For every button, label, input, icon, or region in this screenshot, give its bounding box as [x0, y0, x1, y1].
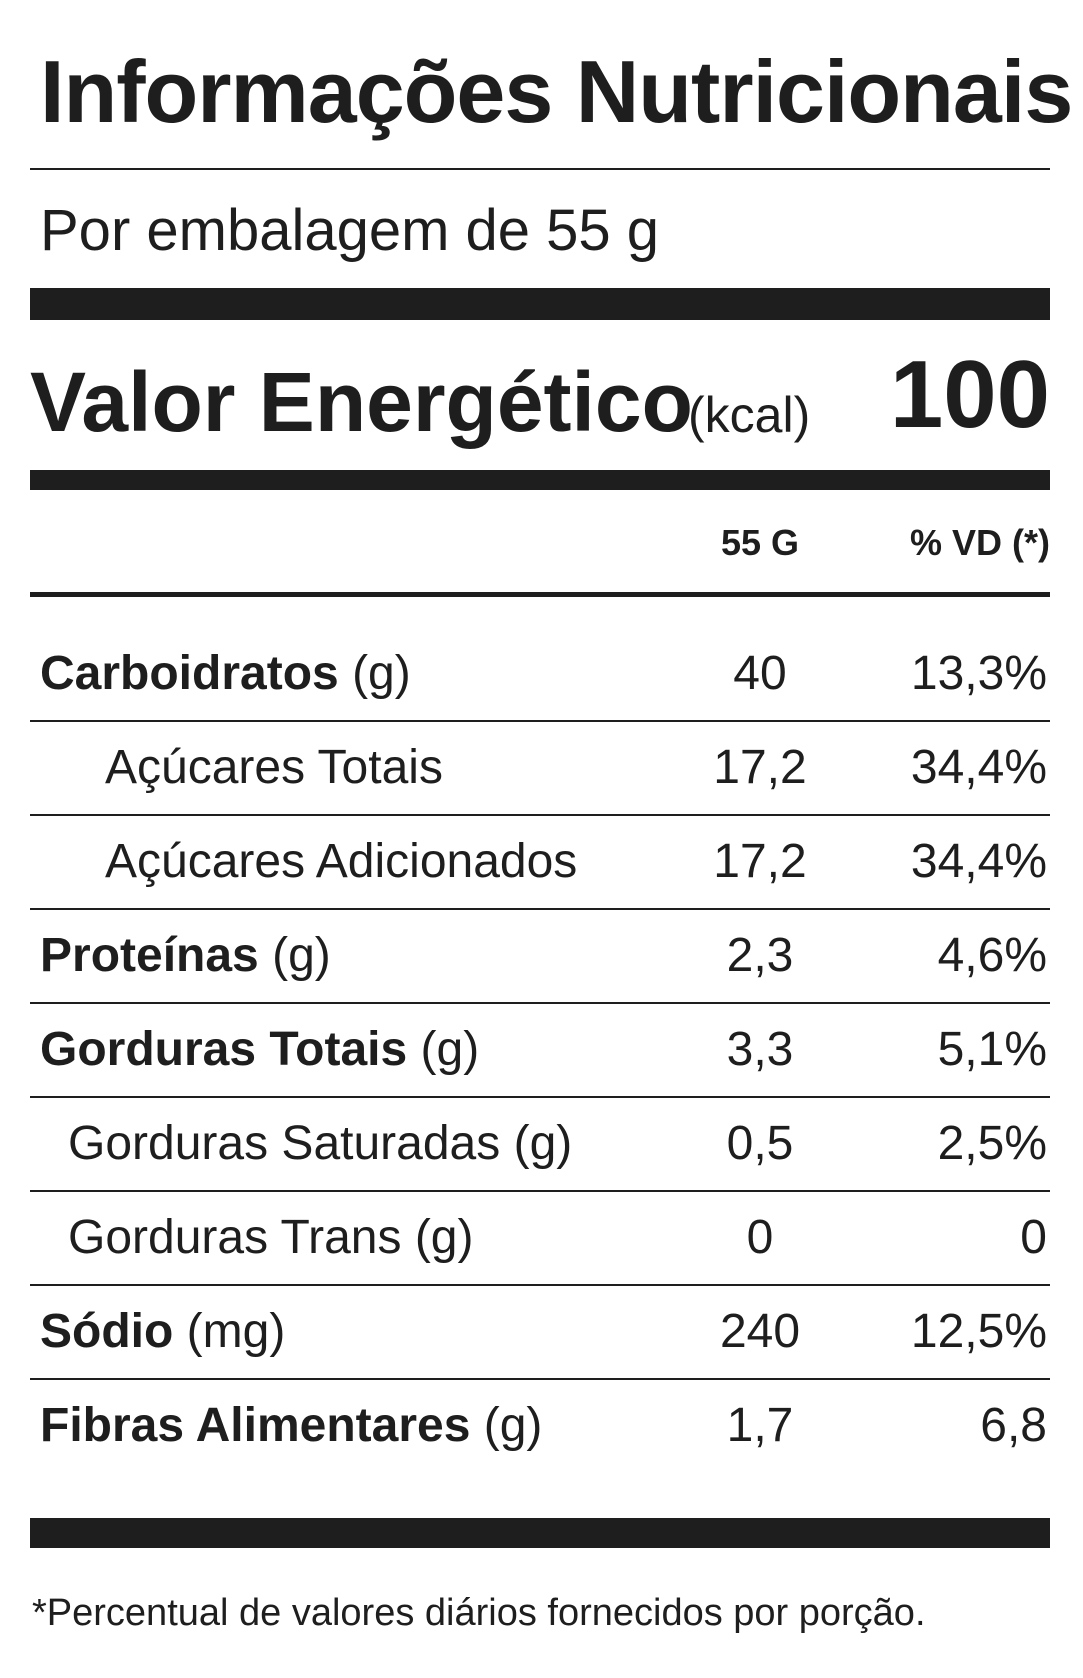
row-divider: [30, 814, 1050, 816]
nutrient-dv: 5,1%: [937, 1023, 1047, 1076]
label-title: Informações Nutricionais: [40, 42, 1073, 141]
nutrient-dv: 2,5%: [937, 1117, 1047, 1170]
nutrient-label: Carboidratos: [40, 647, 339, 700]
nutrient-row-acucares-adicionados: Açúcares Adicionados 17,2 34,4%: [30, 814, 1050, 910]
nutrient-unit: (g): [483, 1399, 543, 1452]
nutrient-unit: (g): [513, 1117, 573, 1170]
nutrient-unit: (g): [420, 1023, 480, 1076]
nutrient-amount: 0,5: [726, 1117, 794, 1170]
nutrient-name: Gorduras Trans (g): [68, 1190, 473, 1285]
nutrient-dv: 0: [1020, 1211, 1047, 1264]
energy-value: 100: [889, 341, 1050, 448]
nutrient-label: Gorduras Totais: [40, 1023, 408, 1076]
nutrient-amount: 17,2: [713, 835, 807, 888]
serving-size: Por embalagem de 55 g: [40, 198, 660, 263]
nutrient-label: Sódio: [40, 1305, 174, 1358]
nutrient-row-sodio: Sódio (mg) 240 12,5%: [30, 1284, 1050, 1380]
nutrient-name: Gorduras Saturadas (g): [68, 1096, 572, 1191]
title-divider: [30, 168, 1050, 170]
row-divider: [30, 908, 1050, 910]
nutrient-name: Carboidratos (g): [40, 626, 411, 721]
row-divider: [30, 1378, 1050, 1380]
row-divider: [30, 1284, 1050, 1286]
nutrient-row-acucares-totais: Açúcares Totais 17,2 34,4%: [30, 720, 1050, 816]
footer-divider: [30, 1518, 1050, 1548]
nutrient-dv: 4,6%: [937, 929, 1047, 982]
nutrient-dv: 6,8: [980, 1399, 1047, 1452]
row-divider: [30, 1002, 1050, 1004]
nutrient-name: Açúcares Totais: [105, 720, 443, 815]
nutrient-amount: 2,3: [726, 929, 794, 982]
nutrient-amount: 17,2: [713, 741, 807, 794]
nutrient-amount: 40: [733, 647, 787, 700]
serving-divider: [30, 288, 1050, 320]
nutrient-name: Proteínas (g): [40, 908, 331, 1003]
dv-column-header: % VD (*): [909, 522, 1050, 563]
nutrient-row-carboidratos: Carboidratos (g) 40 13,3%: [30, 626, 1050, 722]
nutrient-name: Açúcares Adicionados: [105, 814, 577, 909]
nutrient-amount: 3,3: [726, 1023, 794, 1076]
nutrient-name: Gorduras Totais (g): [40, 1002, 479, 1097]
nutrient-row-proteinas: Proteínas (g) 2,3 4,6%: [30, 908, 1050, 1004]
nutrient-row-gorduras-saturadas: Gorduras Saturadas (g) 0,5 2,5%: [30, 1096, 1050, 1192]
nutrient-label: Proteínas: [40, 929, 259, 982]
energy-unit: (kcal): [688, 387, 811, 443]
nutrient-row-fibras-alimentares: Fibras Alimentares (g) 1,7 6,8: [30, 1378, 1050, 1473]
nutrient-label: Açúcares Totais: [105, 741, 443, 794]
nutrient-dv: 34,4%: [910, 835, 1047, 888]
nutrient-amount: 240: [719, 1305, 801, 1358]
nutrient-label: Gorduras Saturadas: [68, 1117, 501, 1170]
row-divider: [30, 720, 1050, 722]
nutrient-amount: 0: [746, 1211, 774, 1264]
nutrient-unit: (g): [272, 929, 331, 982]
nutrient-amount: 1,7: [726, 1399, 794, 1452]
header-divider: [30, 592, 1050, 597]
energy-divider: [30, 470, 1050, 490]
nutrient-dv: 12,5%: [910, 1305, 1047, 1358]
row-divider: [30, 1096, 1050, 1098]
nutrient-row-gorduras-totais: Gorduras Totais (g) 3,3 5,1%: [30, 1002, 1050, 1098]
nutrient-name: Fibras Alimentares (g): [40, 1378, 542, 1473]
nutrient-unit: (mg): [186, 1305, 286, 1358]
nutrient-unit: (g): [414, 1211, 474, 1264]
footnote: *Percentual de valores diários fornecido…: [32, 1592, 926, 1634]
nutrient-label: Fibras Alimentares: [40, 1399, 471, 1452]
row-divider: [30, 1190, 1050, 1192]
energy-label: Valor Energético: [30, 355, 693, 449]
nutrient-dv: 34,4%: [910, 741, 1047, 794]
nutrient-unit: (g): [352, 647, 411, 700]
nutrient-row-gorduras-trans: Gorduras Trans (g) 0 0: [30, 1190, 1050, 1286]
nutrient-dv: 13,3%: [910, 647, 1047, 700]
nutrient-label: Gorduras Trans: [68, 1211, 402, 1264]
nutrient-name: Sódio (mg): [40, 1284, 285, 1379]
amount-column-header: 55 G: [720, 522, 800, 563]
nutrient-label: Açúcares Adicionados: [105, 835, 578, 888]
